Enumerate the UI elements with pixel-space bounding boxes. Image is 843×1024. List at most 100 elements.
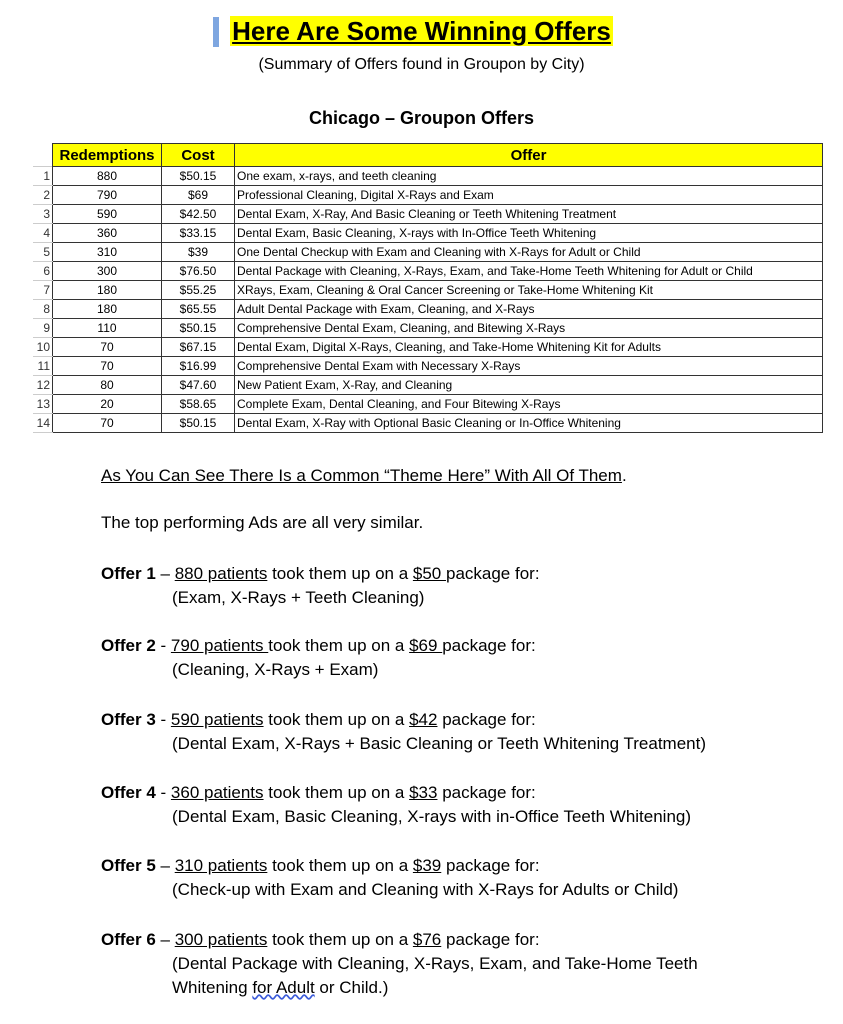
offer-line: Offer 2 - 790 patients took them up on a… [101, 634, 536, 658]
row-number: 5 [33, 242, 53, 262]
row-number: 9 [33, 318, 53, 338]
row-number-header [33, 143, 53, 167]
offer-mid: took them up on a [267, 564, 413, 583]
table-row: 10 70 $67.15 Dental Exam, Digital X-Rays, C… [33, 337, 823, 357]
offer-line: Offer 1 – 880 patients took them up on a… [101, 562, 540, 586]
offer-mid: took them up on a [267, 930, 413, 949]
header-offer: Offer [234, 143, 823, 167]
offer-patients: 790 patients [170, 636, 269, 655]
offer-cell: Professional Cleaning, Digital X-Rays an… [234, 185, 823, 205]
offer-block: Offer 5 – 310 patients took them up on a… [101, 854, 678, 902]
offer-label: Offer 4 [101, 783, 156, 802]
cost-cell: $39 [161, 242, 235, 262]
table-row: 4 360 $33.15 Dental Exam, Basic Cleaning, X… [33, 223, 823, 243]
offer-price: $69 [409, 636, 443, 655]
offer-line: Offer 4 - 360 patients took them up on a… [101, 781, 691, 805]
offer-detail: (Dental Exam, Basic Cleaning, X-rays wit… [172, 807, 692, 826]
cost-cell: $76.50 [161, 261, 235, 281]
row-number: 10 [33, 337, 53, 357]
offer-patients: 590 patients [170, 710, 264, 729]
offer-mid: took them up on a [263, 783, 410, 802]
offer-tail: package for: [442, 636, 536, 655]
last-post: or Child.) [314, 978, 389, 997]
cost-cell: $47.60 [161, 375, 235, 395]
offer-label: Offer 6 [101, 930, 156, 949]
cost-cell: $33.15 [161, 223, 235, 243]
offer-sep: – [155, 856, 175, 875]
row-number: 1 [33, 166, 53, 186]
redemptions-cell: 70 [52, 356, 162, 376]
row-number: 13 [33, 394, 53, 414]
text-cursor [213, 17, 219, 47]
row-number: 3 [33, 204, 53, 224]
offer-detail: (Dental Package with Cleaning, X-Rays, E… [172, 954, 698, 973]
offer-sep: - [155, 783, 171, 802]
offer-cell: New Patient Exam, X-Ray, and Cleaning [234, 375, 823, 395]
row-number: 7 [33, 280, 53, 300]
table-row: 14 70 $50.15 Dental Exam, X-Ray with Option… [33, 413, 823, 433]
offer-sep: - [155, 710, 171, 729]
offer-cell: Dental Package with Cleaning, X-Rays, Ex… [234, 261, 823, 281]
offers-table: Redemptions Cost Offer 1 880 $50.15 One exa… [33, 143, 823, 433]
offer-line: Offer 6 – 300 patients took them up on a… [101, 928, 698, 952]
offer-sep: - [155, 636, 171, 655]
offer-label: Offer 1 [101, 564, 156, 583]
header-cost: Cost [161, 143, 235, 167]
redemptions-cell: 180 [52, 299, 162, 319]
offer-cell: Dental Exam, Digital X-Rays, Cleaning, a… [234, 337, 823, 357]
offer-cell: Dental Exam, Basic Cleaning, X-rays with… [234, 223, 823, 243]
offer-block: Offer 6 – 300 patients took them up on a… [101, 928, 698, 1000]
redemptions-cell: 310 [52, 242, 162, 262]
offer-block: Offer 4 - 360 patients took them up on a… [101, 781, 691, 829]
table-row: 8 180 $65.55 Adult Dental Package with Exam… [33, 299, 823, 319]
theme-text: As You Can See There Is a Common “Theme … [101, 466, 622, 485]
offer-block: Offer 2 - 790 patients took them up on a… [101, 634, 536, 682]
header-redemptions: Redemptions [52, 143, 162, 167]
offer-detail: (Exam, X-Rays + Teeth Cleaning) [172, 588, 425, 607]
offer-cell: One Dental Checkup with Exam and Cleanin… [234, 242, 823, 262]
offer-sep: – [155, 564, 175, 583]
offer-tail: package for: [437, 710, 536, 729]
table-row: 2 790 $69 Professional Cleaning, Digital X-… [33, 185, 823, 205]
cost-cell: $55.25 [161, 280, 235, 300]
redemptions-cell: 180 [52, 280, 162, 300]
table-row: 9 110 $50.15 Comprehensive Dental Exam, Cle… [33, 318, 823, 338]
offer-label: Offer 5 [101, 856, 156, 875]
offer-block: Offer 1 – 880 patients took them up on a… [101, 562, 540, 610]
redemptions-cell: 70 [52, 337, 162, 357]
row-number: 8 [33, 299, 53, 319]
table-row: 12 80 $47.60 New Patient Exam, X-Ray, and C… [33, 375, 823, 395]
cost-cell: $50.15 [161, 413, 235, 433]
redemptions-cell: 590 [52, 204, 162, 224]
offer-cell: Comprehensive Dental Exam with Necessary… [234, 356, 823, 376]
cost-cell: $50.15 [161, 318, 235, 338]
title-text: Here Are Some Winning Offers [230, 16, 613, 46]
offer-cell: Comprehensive Dental Exam, Cleaning, and… [234, 318, 823, 338]
offer-label: Offer 2 [101, 636, 156, 655]
table-row: 13 20 $58.65 Complete Exam, Dental Cleaning… [33, 394, 823, 414]
row-number: 4 [33, 223, 53, 243]
theme-line: As You Can See There Is a Common “Theme … [101, 464, 627, 488]
offer-block: Offer 3 - 590 patients took them up on a… [101, 708, 706, 756]
redemptions-cell: 110 [52, 318, 162, 338]
offer-tail: package for: [445, 564, 540, 583]
offer-mid: took them up on a [263, 710, 410, 729]
offer-line: Offer 3 - 590 patients took them up on a… [101, 708, 706, 732]
offer-tail: package for: [441, 856, 540, 875]
last-pre: Whitening [172, 978, 253, 997]
table-row: 5 310 $39 One Dental Checkup with Exam and … [33, 242, 823, 262]
cost-cell: $50.15 [161, 166, 235, 186]
row-number: 11 [33, 356, 53, 376]
offer-detail-continued: Whitening for Adult or Child.) [101, 976, 698, 1000]
redemptions-cell: 300 [52, 261, 162, 281]
redemptions-cell: 880 [52, 166, 162, 186]
table-row: 11 70 $16.99 Comprehensive Dental Exam with… [33, 356, 823, 376]
subtitle: (Summary of Offers found in Groupon by C… [258, 56, 585, 73]
cost-cell: $42.50 [161, 204, 235, 224]
offer-price: $42 [409, 710, 438, 729]
cost-cell: $65.55 [161, 299, 235, 319]
offer-patients: 360 patients [170, 783, 264, 802]
offer-price: $39 [412, 856, 442, 875]
offer-cell: Dental Exam, X-Ray, And Basic Cleaning o… [234, 204, 823, 224]
offer-detail: (Dental Exam, X-Rays + Basic Cleaning or… [172, 734, 707, 753]
